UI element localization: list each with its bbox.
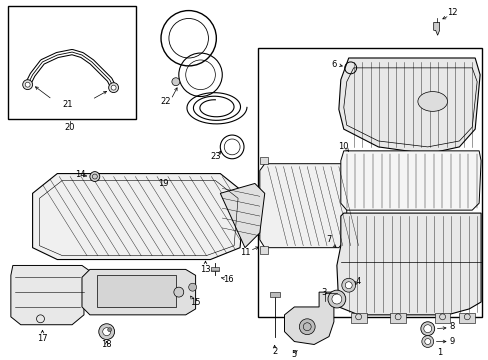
- Text: 20: 20: [65, 123, 75, 132]
- Bar: [257, 48, 481, 317]
- Bar: [434, 313, 449, 323]
- Polygon shape: [211, 267, 219, 271]
- Text: 7: 7: [325, 235, 331, 244]
- Polygon shape: [336, 213, 480, 315]
- Text: 16: 16: [223, 275, 233, 284]
- Circle shape: [107, 328, 111, 332]
- Text: 10: 10: [338, 143, 348, 152]
- Polygon shape: [220, 184, 264, 248]
- Polygon shape: [259, 157, 267, 164]
- Circle shape: [341, 278, 355, 292]
- Bar: [8, 6, 136, 119]
- Text: 17: 17: [37, 334, 48, 343]
- Circle shape: [102, 328, 110, 336]
- Bar: [97, 275, 176, 307]
- Polygon shape: [33, 174, 244, 260]
- Text: 2: 2: [271, 347, 277, 356]
- Text: 5: 5: [291, 350, 296, 359]
- Polygon shape: [284, 292, 333, 345]
- Text: 12: 12: [447, 8, 457, 17]
- Circle shape: [423, 325, 431, 333]
- Circle shape: [108, 83, 118, 93]
- Circle shape: [25, 82, 30, 87]
- Circle shape: [424, 338, 430, 345]
- Polygon shape: [269, 292, 279, 297]
- Text: 22: 22: [161, 97, 171, 106]
- Text: 3: 3: [321, 288, 326, 297]
- Text: 6: 6: [330, 60, 336, 69]
- Bar: [458, 313, 474, 323]
- Text: 13: 13: [200, 265, 210, 274]
- Circle shape: [188, 283, 196, 291]
- Text: 19: 19: [158, 179, 168, 188]
- Text: 21: 21: [62, 100, 72, 109]
- Circle shape: [111, 85, 116, 90]
- Circle shape: [327, 290, 345, 308]
- Text: 23: 23: [210, 152, 220, 161]
- Text: 14: 14: [75, 170, 85, 179]
- Text: 1: 1: [436, 348, 441, 357]
- Bar: [350, 313, 366, 323]
- Circle shape: [172, 78, 180, 86]
- Polygon shape: [259, 246, 267, 253]
- Bar: [389, 313, 405, 323]
- Circle shape: [421, 336, 433, 347]
- Text: 9: 9: [449, 337, 454, 346]
- Polygon shape: [259, 164, 346, 248]
- Circle shape: [420, 322, 434, 336]
- Text: 11: 11: [239, 248, 250, 257]
- Circle shape: [99, 324, 114, 339]
- Polygon shape: [338, 58, 479, 154]
- Polygon shape: [433, 22, 439, 35]
- Polygon shape: [82, 269, 195, 315]
- Text: 18: 18: [101, 340, 112, 349]
- Ellipse shape: [417, 91, 447, 111]
- Circle shape: [345, 282, 351, 289]
- Circle shape: [331, 294, 341, 304]
- Circle shape: [90, 172, 100, 181]
- Text: 15: 15: [190, 297, 201, 306]
- Circle shape: [22, 80, 33, 90]
- Text: 4: 4: [355, 277, 361, 286]
- Circle shape: [174, 287, 183, 297]
- Text: 8: 8: [449, 322, 454, 331]
- Circle shape: [299, 319, 314, 334]
- Polygon shape: [11, 265, 92, 325]
- Polygon shape: [340, 151, 480, 210]
